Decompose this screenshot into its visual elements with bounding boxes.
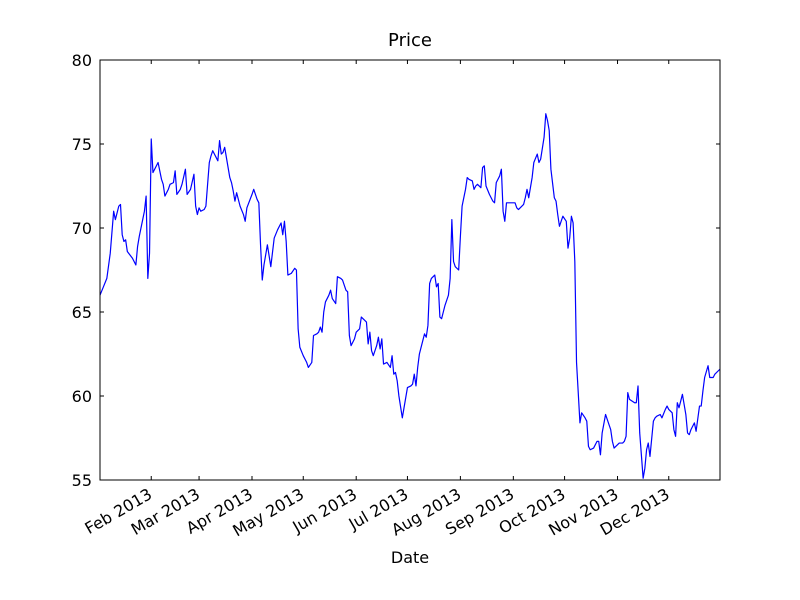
y-tick-label: 60 [72, 387, 92, 406]
y-tick-label: 65 [72, 303, 92, 322]
y-tick-label: 55 [72, 471, 92, 490]
y-tick-label: 70 [72, 219, 92, 238]
plot-frame [99, 59, 721, 481]
y-tick-label: 80 [72, 51, 92, 70]
price-line [99, 113, 721, 479]
chart-title: Price [388, 30, 432, 51]
x-axis-label: Date [391, 548, 429, 567]
y-tick-label: 75 [72, 135, 92, 154]
